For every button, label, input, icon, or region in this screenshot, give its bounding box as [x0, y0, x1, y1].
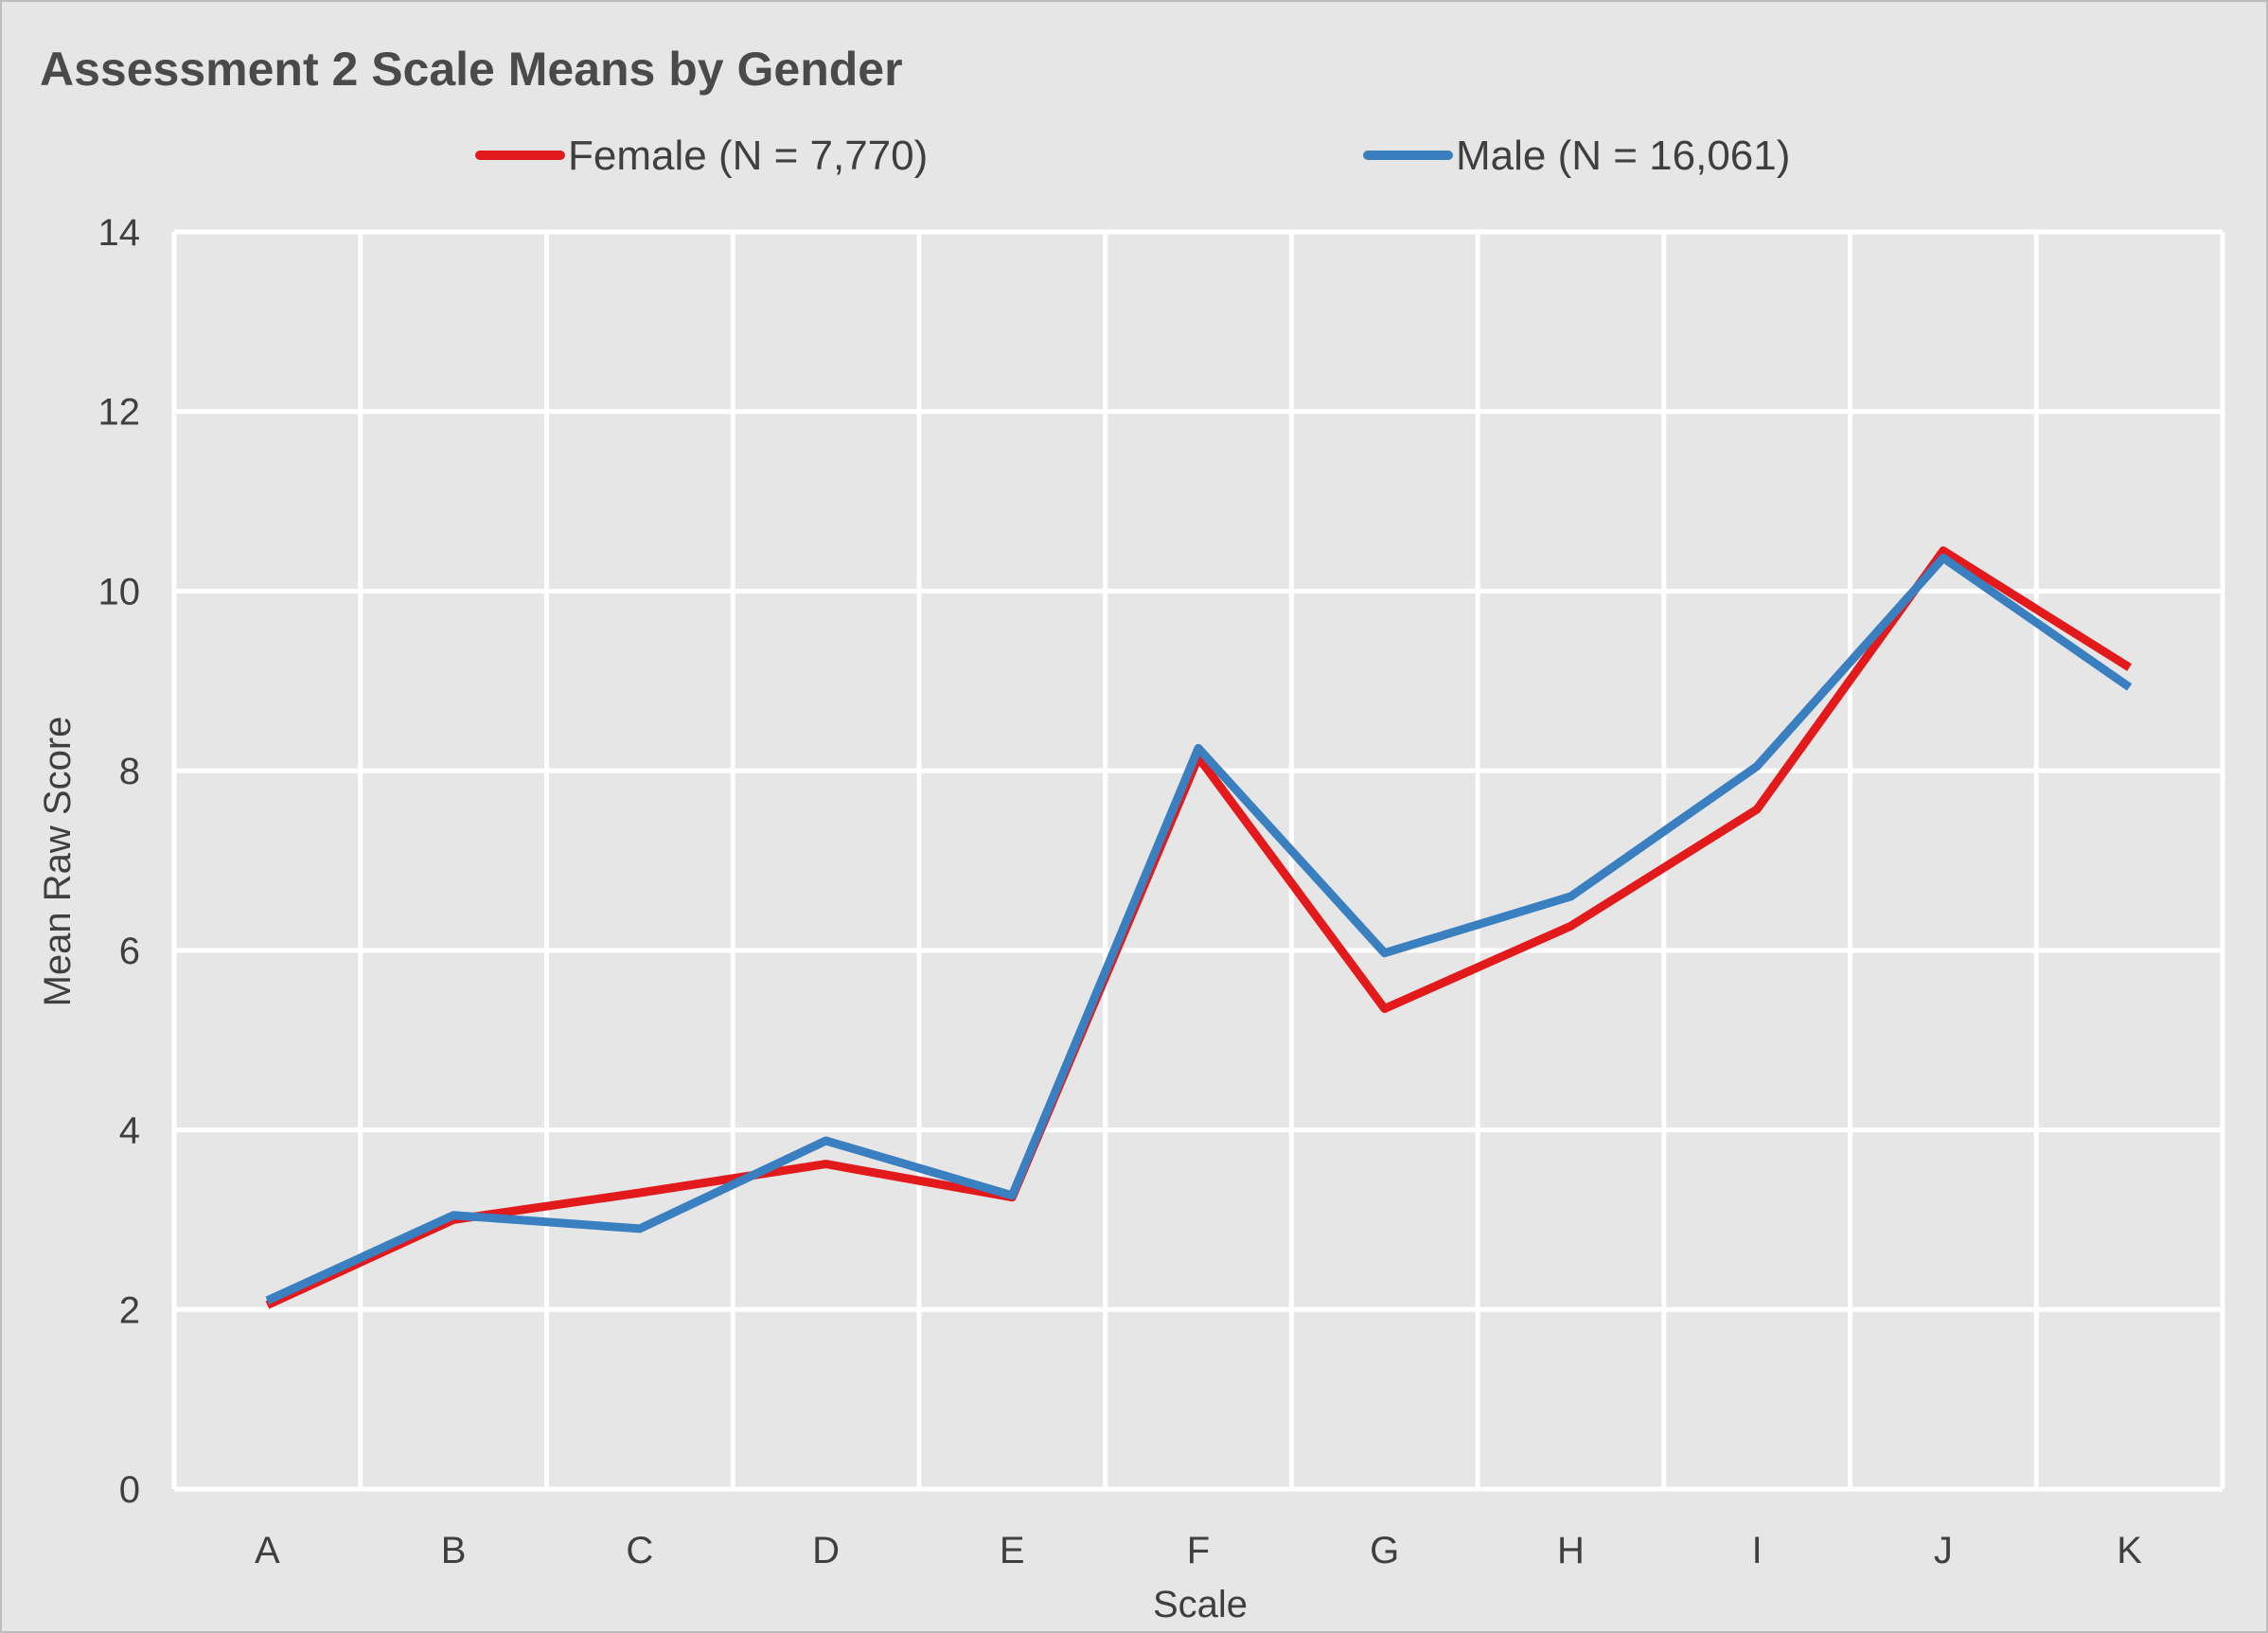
x-tick-label-I: I — [1752, 1530, 1763, 1571]
y-tick-label-12: 12 — [98, 392, 141, 434]
y-tick-label-8: 8 — [119, 751, 140, 792]
x-axis-ticks: A B C D E F G H I J K — [255, 1530, 2142, 1571]
gridlines — [171, 229, 2225, 1492]
x-tick-label-D: D — [812, 1530, 840, 1571]
chart-title: Assessment 2 Scale Means by Gender — [40, 43, 903, 96]
x-tick-label-G: G — [1370, 1530, 1399, 1571]
legend-label-female: Female (N = 7,770) — [568, 133, 928, 179]
legend: Female (N = 7,770) Male (N = 16,061) — [475, 133, 1790, 179]
series-lines — [265, 546, 2133, 1309]
x-tick-label-B: B — [441, 1530, 467, 1571]
y-tick-label-14: 14 — [98, 212, 141, 254]
y-axis-ticks: 0 2 4 6 8 10 12 14 — [98, 212, 141, 1511]
x-tick-label-C: C — [626, 1530, 653, 1571]
x-tick-label-F: F — [1187, 1530, 1210, 1571]
x-tick-label-A: A — [255, 1530, 280, 1571]
y-tick-label-2: 2 — [119, 1289, 140, 1331]
x-tick-label-K: K — [2117, 1530, 2142, 1571]
x-tick-label-H: H — [1557, 1530, 1585, 1571]
x-tick-label-J: J — [1934, 1530, 1953, 1571]
y-axis-title: Mean Raw Score — [37, 717, 79, 1007]
y-tick-label-4: 4 — [119, 1110, 140, 1152]
y-tick-label-6: 6 — [119, 931, 140, 972]
legend-label-male: Male (N = 16,061) — [1456, 133, 1790, 179]
y-tick-label-10: 10 — [98, 571, 141, 612]
x-tick-label-E: E — [1000, 1530, 1025, 1571]
x-axis-title: Scale — [1153, 1584, 1248, 1625]
y-tick-label-0: 0 — [119, 1469, 140, 1511]
